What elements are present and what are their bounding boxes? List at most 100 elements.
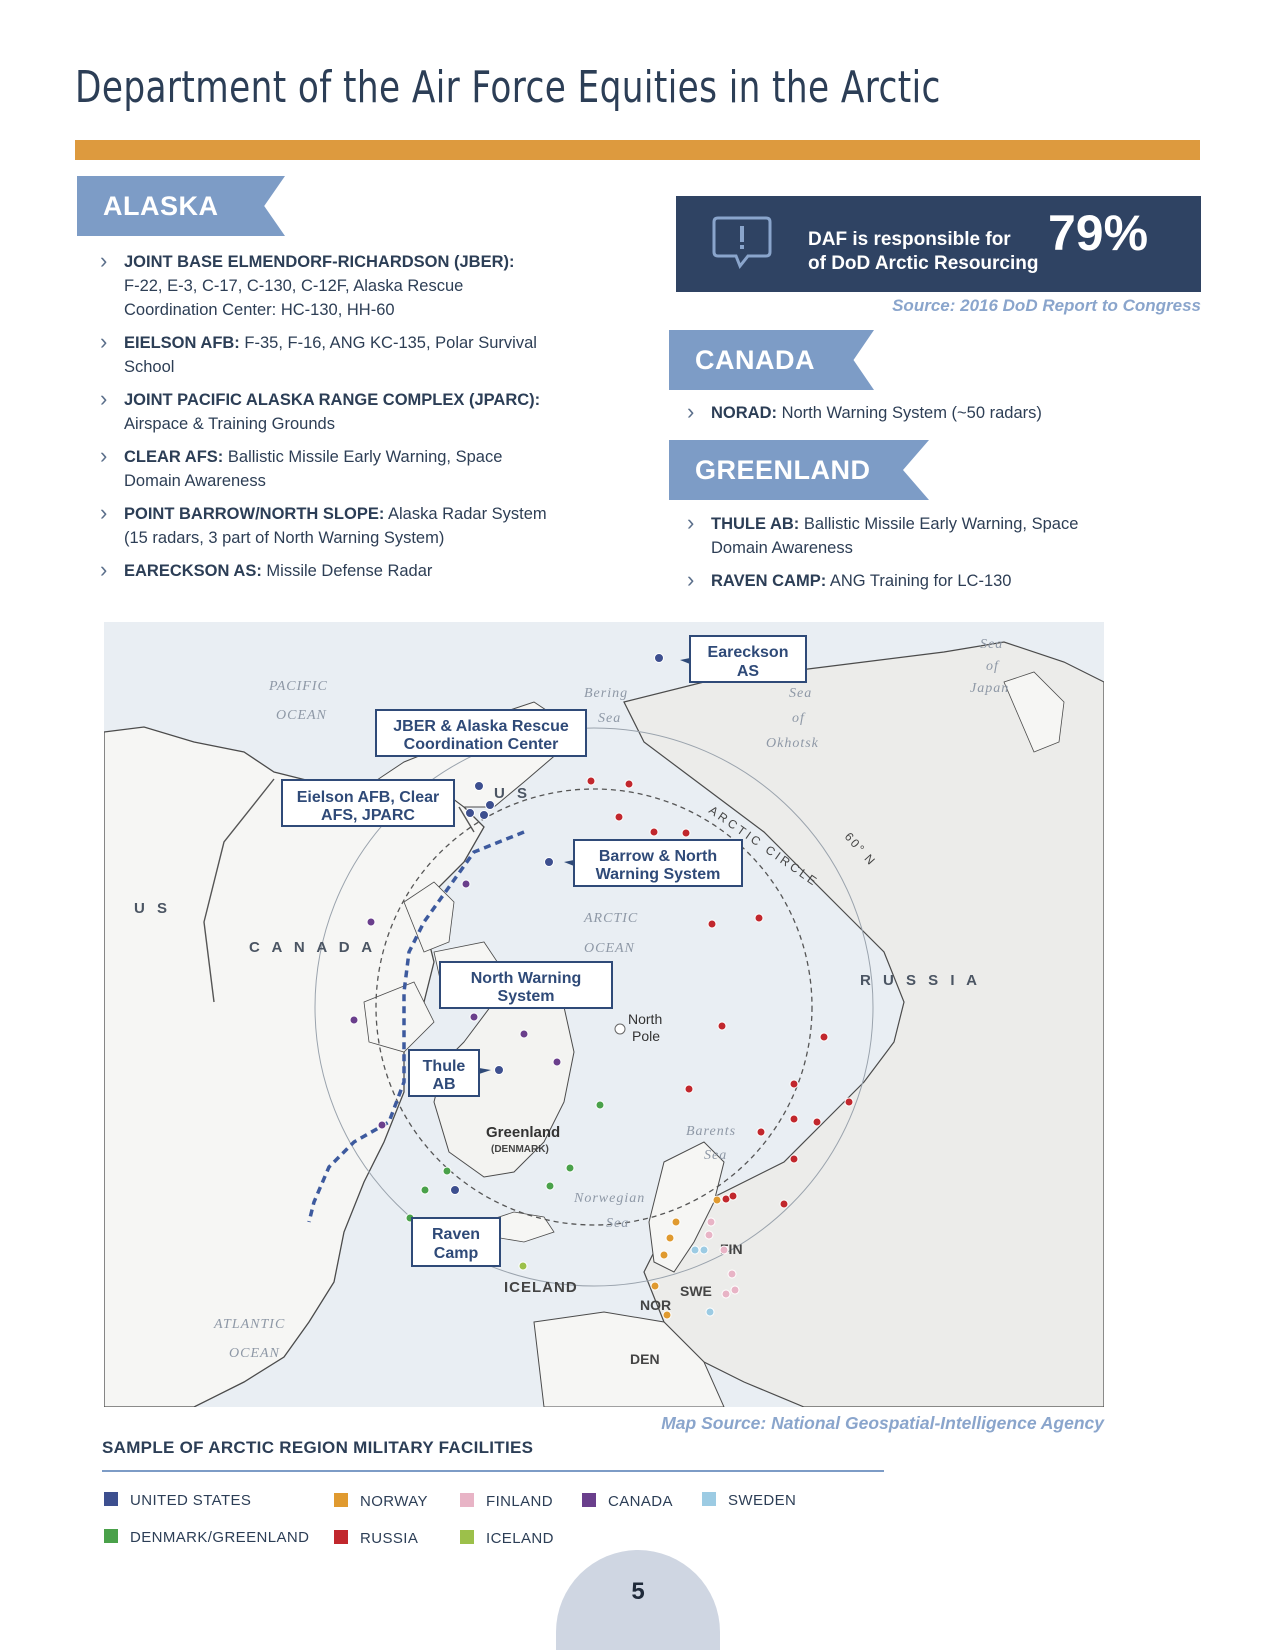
facility-dot-russia	[728, 1191, 738, 1201]
map-callout-eielson: Eielson AFB, Clear AFS, JPARC	[281, 779, 455, 827]
facility-dot-russia	[717, 1021, 727, 1031]
facility-dot-finland	[704, 1230, 714, 1240]
label-atlantic: OCEAN	[229, 1346, 280, 1361]
facility-dots	[349, 653, 854, 1320]
callout-percent: 79%	[1048, 205, 1149, 261]
facility-dot-us	[479, 810, 489, 820]
alaska-heading: ALASKA	[77, 176, 285, 236]
legend-item-canada: CANADA	[582, 1493, 673, 1510]
label-okhotsk: of	[792, 711, 806, 726]
facility-dot-iceland	[518, 1261, 528, 1271]
map-callout-jber: JBER & Alaska Rescue Coordination Center	[375, 709, 587, 757]
facility-dot-us	[494, 1065, 504, 1075]
facility-dot-canada	[349, 1015, 359, 1025]
facility-dot-norway	[659, 1250, 669, 1260]
svg-text:Raven: Raven	[432, 1226, 480, 1243]
callout-text: DAF is responsible for of DoD Arctic Reso…	[808, 229, 1039, 274]
facility-dot-us	[654, 653, 664, 663]
page-number: 5	[631, 1578, 645, 1605]
label-swe: SWE	[680, 1283, 712, 1299]
label-greenland: Greenland	[486, 1124, 560, 1141]
facility-dot-finland	[719, 1245, 729, 1255]
greenland-heading: GREENLAND	[669, 440, 929, 500]
svg-text:JBER & Alaska Rescue: JBER & Alaska Rescue	[393, 718, 569, 735]
svg-text:System: System	[498, 988, 555, 1005]
label-barents: Sea	[704, 1148, 727, 1163]
facility-dot-us	[465, 808, 475, 818]
facility-dot-russia	[649, 827, 659, 837]
facility-dot-russia	[586, 776, 596, 786]
label-russia: R U S S I A	[860, 972, 981, 989]
label-japan: of	[986, 659, 1000, 674]
facility-dot-greenland	[545, 1181, 555, 1191]
facility-dot-russia	[812, 1117, 822, 1127]
legend-swatch	[460, 1530, 474, 1544]
label-us: U S	[134, 900, 171, 917]
legend-swatch	[104, 1529, 118, 1543]
label-norwegian: Sea	[606, 1216, 629, 1231]
map-callout-nws: North Warning System	[439, 961, 613, 1009]
canada-heading: CANADA	[669, 330, 874, 390]
facility-dot-norway	[665, 1233, 675, 1243]
facility-dot-canada	[461, 879, 471, 889]
facility-dot-russia	[789, 1154, 799, 1164]
label-north-pole: Pole	[632, 1028, 660, 1044]
legend-swatch	[334, 1493, 348, 1507]
facility-dot-finland	[730, 1285, 740, 1295]
svg-text:Coordination Center: Coordination Center	[404, 736, 559, 753]
facility-dot-russia	[681, 828, 691, 838]
label-bering: Sea	[598, 711, 621, 726]
label-bering: Bering	[584, 686, 628, 701]
facility-dot-greenland	[420, 1185, 430, 1195]
facility-dot-us	[474, 781, 484, 791]
legend-item-norway: NORWAY	[334, 1493, 428, 1510]
title-rule	[75, 140, 1200, 160]
alert-speech-icon	[712, 216, 772, 269]
facility-dot-russia	[779, 1199, 789, 1209]
label-arctic-ocean: OCEAN	[584, 941, 635, 956]
greenland-list: THULE AB: Ballistic Missile Early Warnin…	[687, 511, 1087, 593]
label-denmark: (DENMARK)	[491, 1144, 549, 1155]
facility-dot-canada	[469, 1012, 479, 1022]
list-item: POINT BARROW/NORTH SLOPE: Alaska Radar S…	[100, 501, 560, 550]
legend-title: SAMPLE OF ARCTIC REGION MILITARY FACILIT…	[102, 1438, 534, 1457]
label-iceland: ICELAND	[504, 1279, 578, 1296]
svg-text:North Warning: North Warning	[471, 970, 582, 987]
list-item: JOINT PACIFIC ALASKA RANGE COMPLEX (JPAR…	[100, 387, 560, 436]
label-japan: Sea	[980, 637, 1003, 652]
svg-text:Thule: Thule	[423, 1058, 466, 1075]
facility-dot-greenland	[595, 1100, 605, 1110]
arctic-map: PACIFIC OCEAN Bering Sea Sea of Okhotsk …	[104, 622, 1104, 1407]
svg-text:Camp: Camp	[434, 1245, 479, 1262]
facility-dot-finland	[721, 1289, 731, 1299]
facility-dot-russia	[756, 1127, 766, 1137]
map-source: Map Source: National Geospatial-Intellig…	[661, 1413, 1104, 1433]
label-nor: NOR	[640, 1297, 671, 1313]
svg-text:AS: AS	[737, 663, 760, 680]
facility-dot-russia	[819, 1032, 829, 1042]
page-title: Department of the Air Force Equities in …	[75, 62, 941, 113]
legend-swatch	[460, 1493, 474, 1507]
svg-text:Eareckson: Eareckson	[708, 644, 789, 661]
facility-dot-russia	[707, 919, 717, 929]
facility-dot-sweden	[690, 1245, 700, 1255]
facility-dot-us	[544, 857, 554, 867]
legend-swatch	[334, 1530, 348, 1544]
label-canada: C A N A D A	[249, 939, 376, 956]
legend-item-denmark: DENMARK/GREENLAND	[104, 1529, 309, 1546]
list-item: EIELSON AFB: F-35, F-16, ANG KC-135, Pol…	[100, 330, 560, 379]
legend-swatch	[702, 1492, 716, 1506]
label-barents: Barents	[686, 1124, 736, 1139]
facility-dot-norway	[650, 1281, 660, 1291]
facility-dot-canada	[519, 1029, 529, 1039]
list-item: EARECKSON AS: Missile Defense Radar	[100, 558, 560, 583]
list-item: THULE AB: Ballistic Missile Early Warnin…	[687, 511, 1087, 560]
legend-item-russia: RUSSIA	[334, 1530, 418, 1547]
label-north-pole: North	[628, 1011, 662, 1027]
label-pacific: PACIFIC	[268, 679, 328, 694]
facility-dot-sweden	[699, 1245, 709, 1255]
svg-text:AFS, JPARC: AFS, JPARC	[321, 807, 415, 824]
label-okhotsk: Sea	[789, 686, 812, 701]
label-den: DEN	[630, 1351, 660, 1367]
label-japan: Japan	[970, 681, 1009, 696]
